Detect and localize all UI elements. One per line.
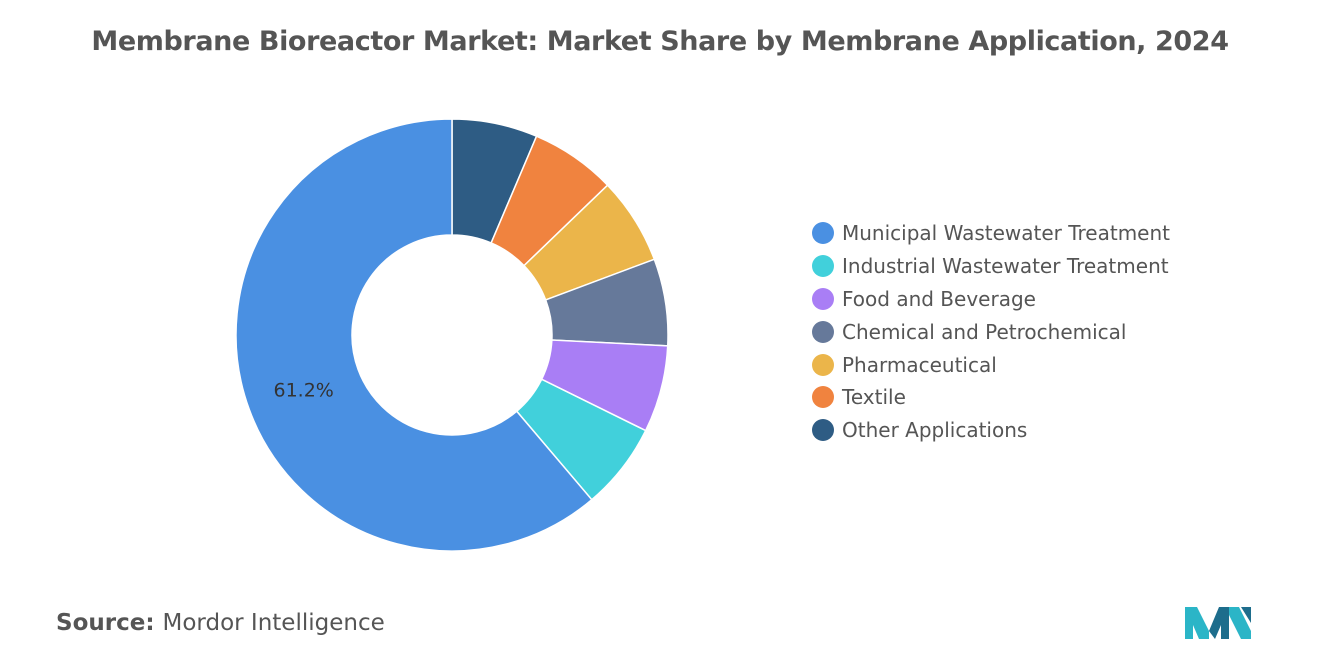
legend-item-food-and-beverage: Food and Beverage [812, 283, 1170, 316]
legend-swatch [812, 255, 834, 278]
source-name: Mordor Intelligence [162, 610, 385, 636]
legend-swatch [812, 386, 834, 409]
legend-label: Municipal Wastewater Treatment [842, 221, 1171, 246]
legend-item-pharmaceutical: Pharmaceutical [812, 348, 1170, 381]
chart-title: Membrane Bioreactor Market: Market Share… [91, 26, 1229, 57]
legend-item-chemical-and-petrochemical: Chemical and Petrochemical [812, 315, 1170, 348]
legend-label: Pharmaceutical [842, 352, 997, 377]
source-line: Source: Mordor Intelligence [56, 610, 385, 636]
legend-swatch [812, 320, 834, 343]
legend-item-textile: Textile [812, 381, 1170, 414]
legend-swatch [812, 419, 834, 442]
legend-swatch [812, 287, 834, 310]
source-label: Source: [56, 610, 155, 636]
slice-municipal-wastewater-treatment [235, 118, 593, 552]
legend-label: Textile [842, 385, 906, 410]
mordor-intelligence-logo [1185, 607, 1251, 639]
legend-item-municipal-wastewater-treatment: Municipal Wastewater Treatment [812, 217, 1170, 250]
legend-label: Chemical and Petrochemical [842, 319, 1127, 344]
legend-swatch [812, 222, 834, 245]
chart-legend: Municipal Wastewater Treatment Industrial… [812, 217, 1170, 447]
legend-label: Industrial Wastewater Treatment [842, 254, 1169, 279]
legend-label: Food and Beverage [842, 286, 1036, 311]
legend-swatch [812, 353, 834, 376]
legend-item-other-applications: Other Applications [812, 414, 1170, 447]
data-label-municipal-wastewater-treatment: 61.2% [274, 379, 334, 401]
legend-item-industrial-wastewater-treatment: Industrial Wastewater Treatment [812, 250, 1170, 283]
legend-label: Other Applications [842, 418, 1028, 443]
